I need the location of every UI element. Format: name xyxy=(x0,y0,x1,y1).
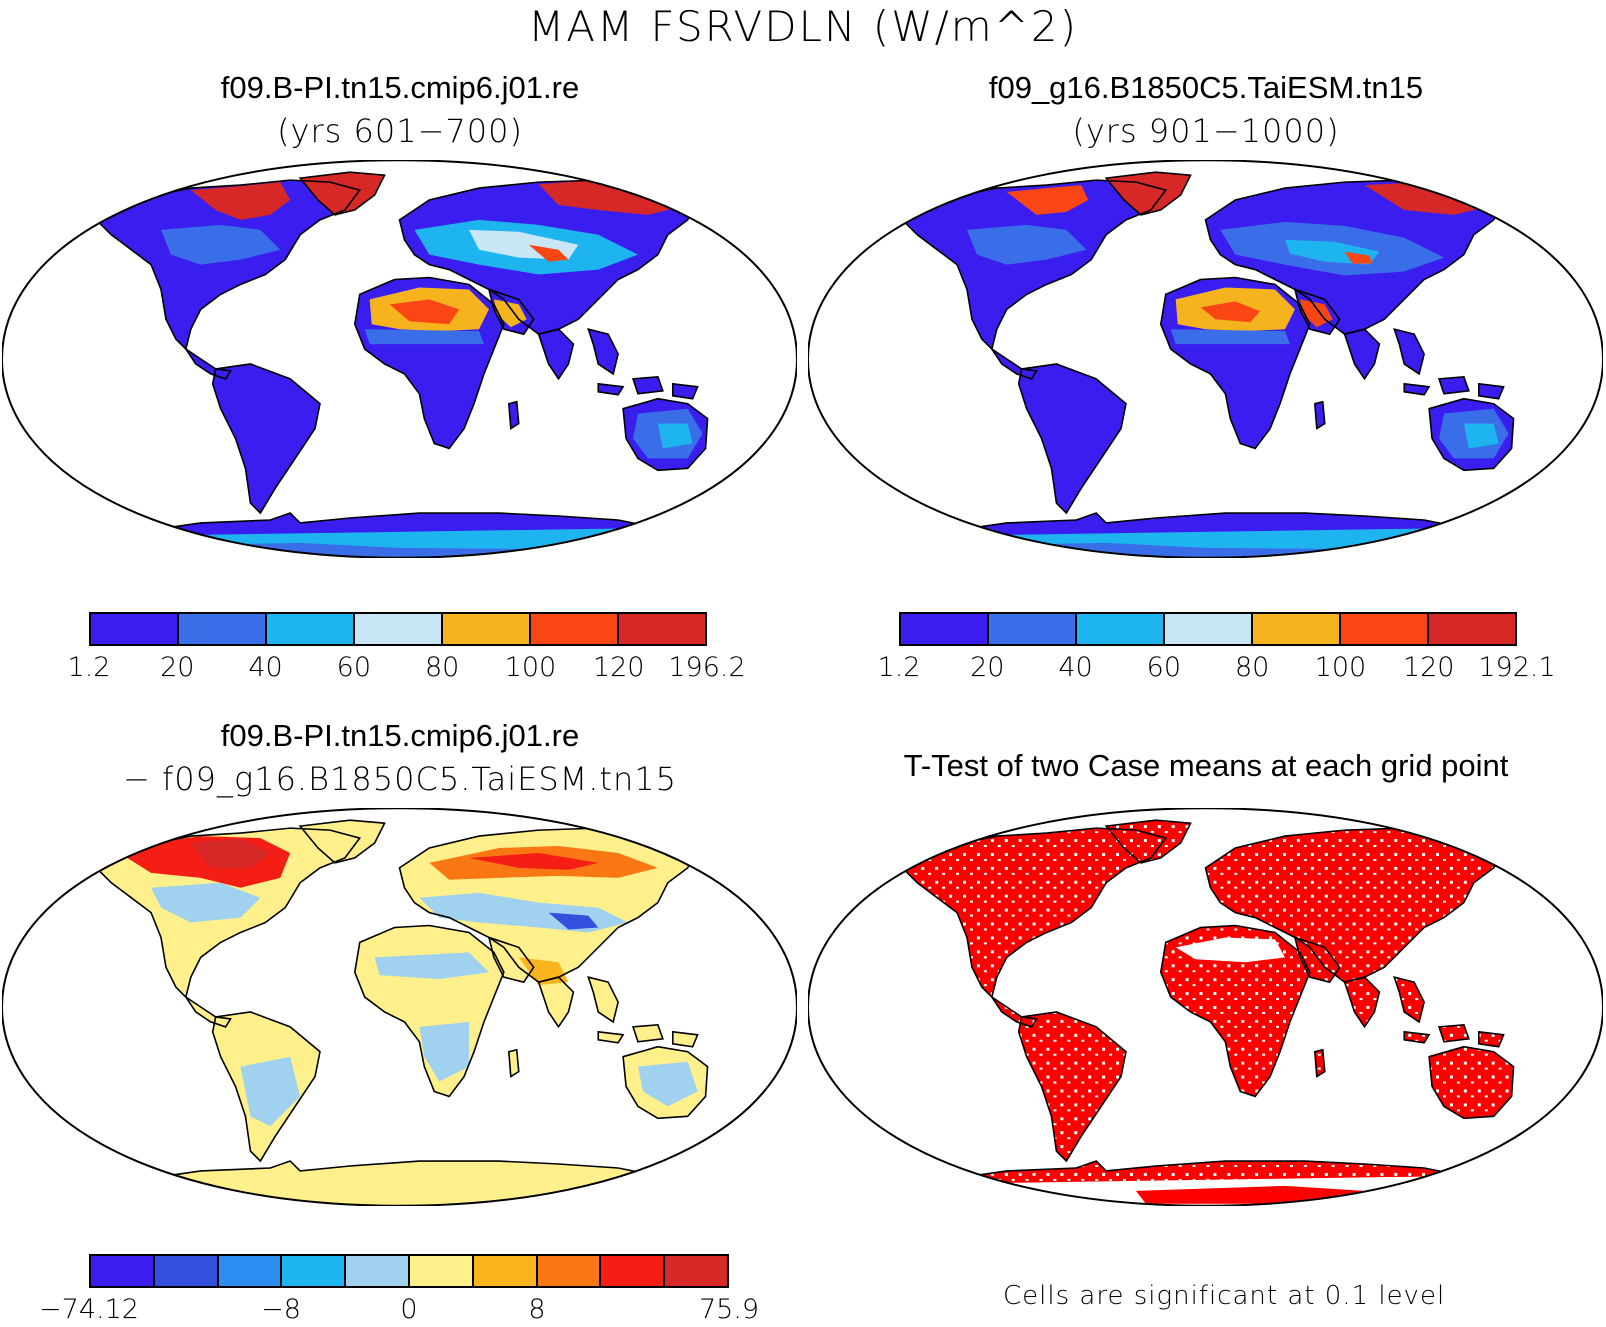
colorbar-tick-label: 40 xyxy=(248,652,283,683)
colorbar-tick-label: 100 xyxy=(504,652,557,683)
colorbar-tick-label: 196.2 xyxy=(668,652,746,683)
colorbar-tick-label: 8 xyxy=(528,1294,546,1325)
colorbar-swatch xyxy=(282,1256,347,1286)
panel-subtitle-difference: − f09_g16.B1850C5.TaiESM.tn15 xyxy=(123,760,677,798)
map-case1 xyxy=(2,160,797,558)
colorbar-tick-label: 40 xyxy=(1058,652,1093,683)
colorbar-tick-label: 120 xyxy=(592,652,645,683)
map-case2 xyxy=(808,160,1603,558)
colorbar-tick-label: −74.12 xyxy=(39,1294,139,1325)
colorbar-swatch xyxy=(91,614,179,644)
colorbar-swatch xyxy=(409,1256,474,1286)
colorbar-swatch xyxy=(1341,614,1429,644)
colorbar-difference-labels: −74.12 −8 0 8 75.9 xyxy=(39,1294,759,1326)
colorbar-swatch xyxy=(901,614,989,644)
colorbar-tick-label: 60 xyxy=(1146,652,1182,683)
significance-note: Cells are significant at 0.1 level xyxy=(1003,1281,1446,1311)
colorbar-tick-label: 75.9 xyxy=(698,1294,760,1325)
colorbar-tick-label: 0 xyxy=(400,1294,418,1325)
colorbar-swatch xyxy=(346,1256,410,1286)
panel-title-case1: f09.B-PI.tn15.cmip6.j01.re xyxy=(220,70,580,105)
colorbar-swatch xyxy=(443,614,531,644)
colorbar-tick-label: −8 xyxy=(261,1294,301,1325)
panel-title-difference: f09.B-PI.tn15.cmip6.j01.re xyxy=(220,718,580,753)
colorbar-swatch xyxy=(355,614,443,644)
panel-subtitle-case1: (yrs 601−700) xyxy=(277,112,523,150)
colorbar-tick-label: 100 xyxy=(1314,652,1367,683)
colorbar-swatch xyxy=(665,1256,727,1286)
colorbar-swatch xyxy=(267,614,355,644)
colorbar-swatch xyxy=(537,1256,602,1286)
colorbar-tick-label: 80 xyxy=(424,652,460,683)
colorbar-difference xyxy=(89,1254,729,1288)
colorbar-swatch xyxy=(1165,614,1253,644)
colorbar-swatch xyxy=(218,1256,283,1286)
figure-title: MAM FSRVDLN (W/m^2) xyxy=(527,2,1079,51)
colorbar-case2-labels: 1.2 20 40 60 80 100 120 192.1 xyxy=(878,652,1556,684)
panel-subtitle-case2: (yrs 901−1000) xyxy=(1072,112,1340,150)
colorbar-swatch xyxy=(473,1256,538,1286)
colorbar-case2 xyxy=(899,612,1517,646)
colorbar-tick-label: 120 xyxy=(1402,652,1455,683)
colorbar-tick-label: 192.1 xyxy=(1478,652,1556,683)
map-ttest xyxy=(808,808,1603,1206)
colorbar-swatch xyxy=(179,614,267,644)
colorbar-case1-labels: 1.2 20 40 60 80 100 120 196.2 xyxy=(68,652,746,684)
map-difference xyxy=(2,808,797,1206)
colorbar-swatch xyxy=(989,614,1077,644)
panel-title-ttest: T-Test of two Case means at each grid po… xyxy=(903,748,1509,783)
colorbar-swatch xyxy=(1077,614,1165,644)
colorbar-swatch xyxy=(601,1256,666,1286)
colorbar-tick-label: 1.2 xyxy=(877,652,921,683)
colorbar-swatch xyxy=(91,1256,155,1286)
colorbar-tick-label: 80 xyxy=(1234,652,1270,683)
colorbar-tick-label: 60 xyxy=(336,652,372,683)
colorbar-swatch xyxy=(531,614,619,644)
colorbar-tick-label: 1.2 xyxy=(67,652,111,683)
colorbar-case1 xyxy=(89,612,707,646)
colorbar-swatch xyxy=(619,614,705,644)
colorbar-tick-label: 20 xyxy=(160,652,195,683)
colorbar-swatch xyxy=(1253,614,1341,644)
panel-title-case2: f09_g16.B1850C5.TaiESM.tn15 xyxy=(988,70,1424,105)
colorbar-swatch xyxy=(154,1256,219,1286)
colorbar-swatch xyxy=(1429,614,1515,644)
colorbar-tick-label: 20 xyxy=(970,652,1005,683)
